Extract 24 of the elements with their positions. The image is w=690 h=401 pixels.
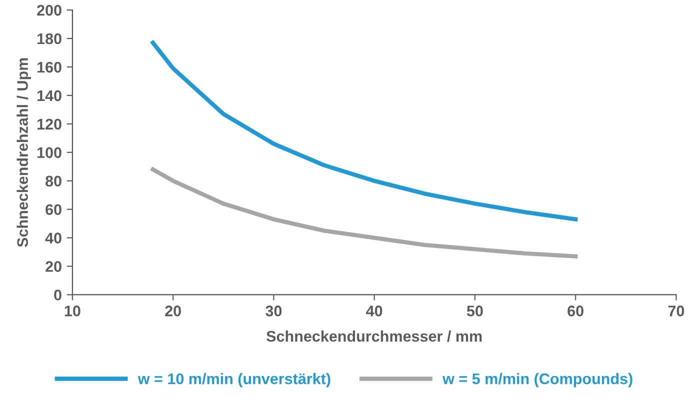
y-tick-label: 180 <box>38 33 62 44</box>
x-axis-title: Schneckendurchmesser / mm <box>266 330 482 342</box>
y-tick-label: 20 <box>46 261 62 272</box>
x-tick-label: 40 <box>366 306 382 316</box>
y-tick-label: 60 <box>46 204 62 216</box>
y-tick-label: 0 <box>54 290 62 300</box>
x-tick-label: 30 <box>266 306 282 316</box>
x-tick-label: 70 <box>668 306 684 316</box>
y-tick-label: 100 <box>38 147 62 158</box>
y-tick-label: 140 <box>38 90 62 102</box>
legend-label: w = 10 m/min (unverstärkt) <box>138 373 330 388</box>
x-tick-label: 50 <box>466 306 483 316</box>
line-series <box>150 40 578 222</box>
y-tick-label: 120 <box>38 118 62 130</box>
y-tick-label: 80 <box>46 176 62 187</box>
x-tick-label: 60 <box>568 306 584 316</box>
line-series <box>150 167 578 258</box>
y-tick-label: 200 <box>37 4 62 16</box>
legend-label: w = 5 m/min (Compounds) <box>442 373 632 388</box>
y-tick-label: 160 <box>38 62 62 73</box>
x-tick-label: 20 <box>165 306 181 316</box>
x-tick-label: 10 <box>64 306 80 316</box>
y-axis-title: Schneckendrehzahl / Upm <box>16 58 31 248</box>
y-tick-label: 40 <box>45 232 62 244</box>
